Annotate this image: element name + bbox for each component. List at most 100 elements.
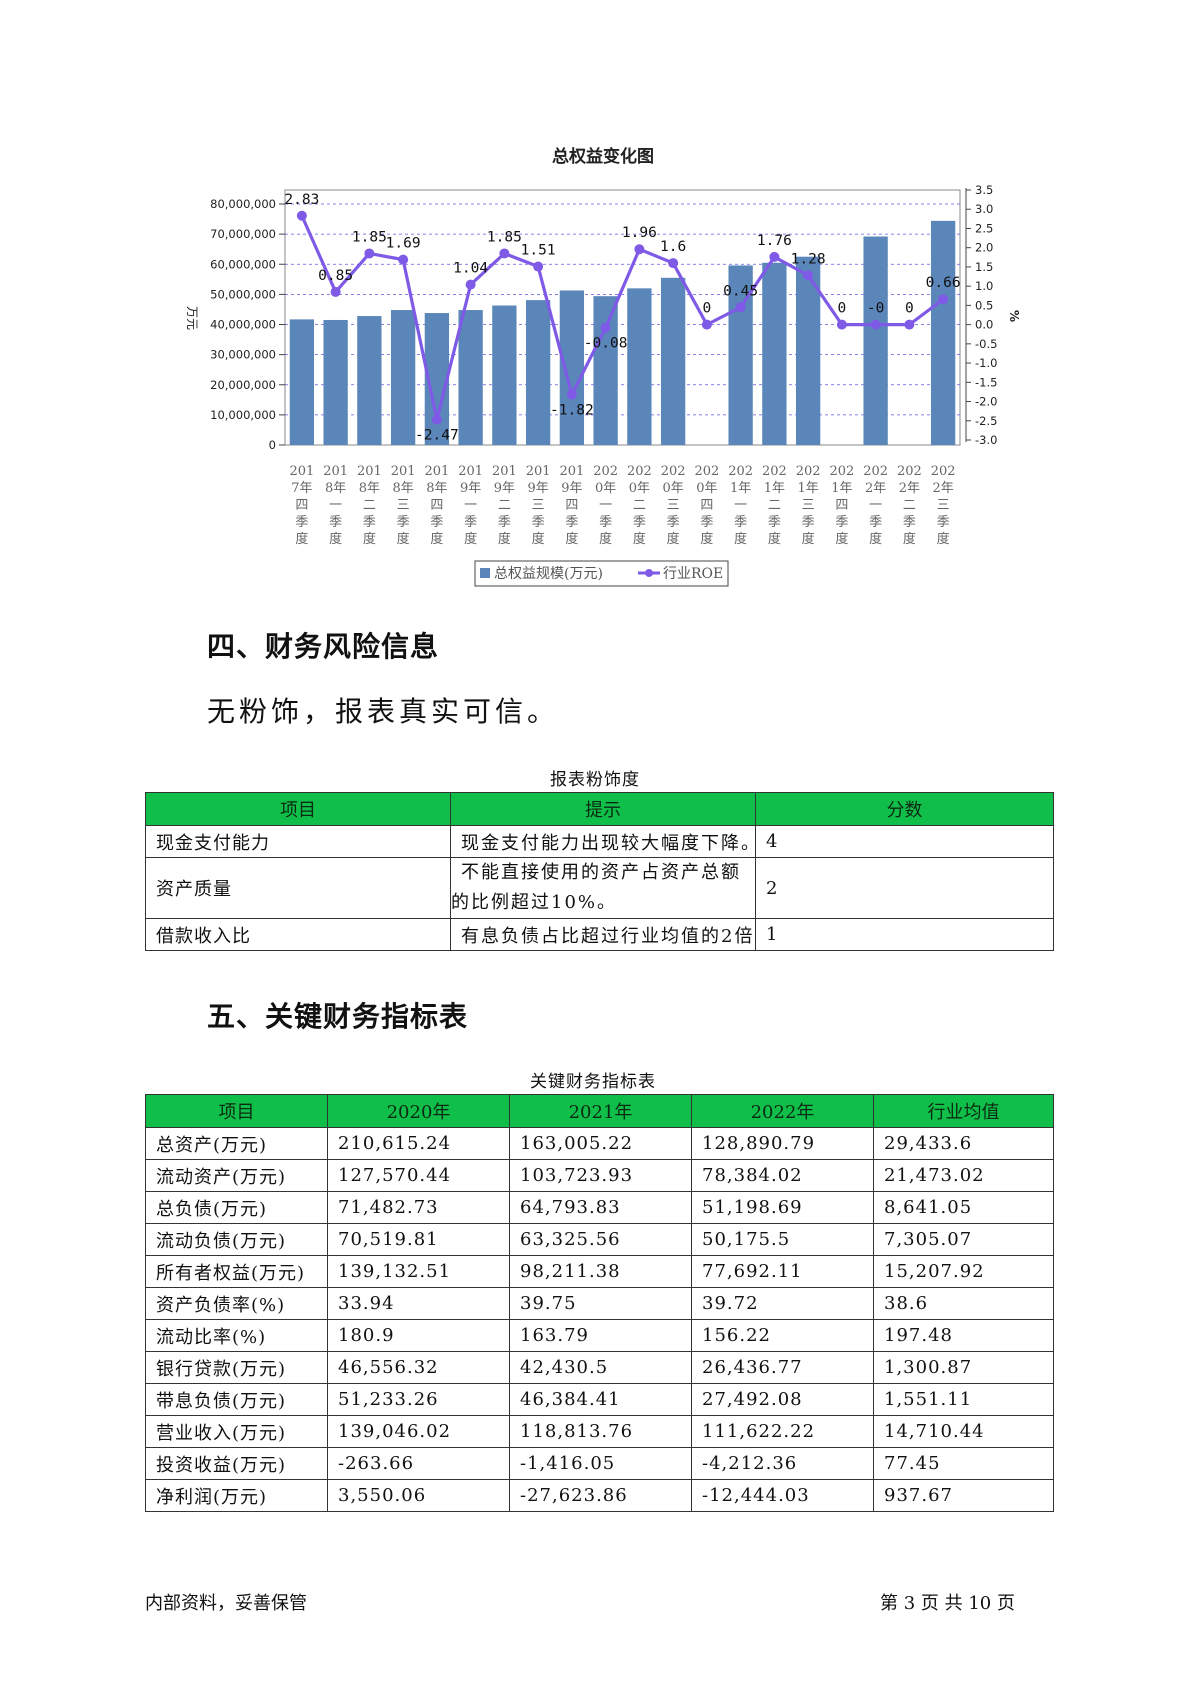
kpi-item-cell: 带息负债(万元) bbox=[145, 1383, 328, 1416]
kpi-table-row: 投资收益(万元) -263.66 -1,416.05 -4,212.36 77.45 bbox=[145, 1447, 1054, 1480]
roe-data-label: 2.83 bbox=[284, 192, 319, 208]
x-tick-label: 8年 bbox=[392, 481, 413, 496]
kpi-value-cell: 128,890.79 bbox=[691, 1127, 874, 1160]
kpi-table-row: 流动负债(万元) 70,519.81 63,325.56 50,175.5 7,305.… bbox=[145, 1223, 1054, 1256]
bar bbox=[795, 256, 821, 445]
x-tick-label: 0年 bbox=[595, 481, 616, 496]
x-tick-label: 9年 bbox=[494, 481, 515, 496]
kpi-table-header: 项目 2020年 2021年 2022年 行业均值 bbox=[145, 1094, 1054, 1128]
kpi-value-cell: 27,492.08 bbox=[691, 1383, 874, 1416]
kpi-table-row: 总负债(万元) 71,482.73 64,793.83 51,198.69 8,641.… bbox=[145, 1191, 1054, 1224]
kpi-value-cell: 71,482.73 bbox=[327, 1191, 510, 1224]
y-left-tick-label: 10,000,000 bbox=[210, 408, 276, 422]
risk-hint-line: 不能直接使用的资产占资产总额 bbox=[461, 862, 741, 883]
kpi-value-cell: 118,813.76 bbox=[509, 1415, 692, 1448]
kpi-value-cell: -263.66 bbox=[327, 1447, 510, 1480]
x-tick-label: 度 bbox=[498, 531, 511, 547]
y-right-tick-label: 1.5 bbox=[975, 260, 993, 274]
x-tick-label: 2年 bbox=[865, 481, 886, 496]
roe-data-label: 0 bbox=[838, 301, 847, 317]
roe-data-label: 0.66 bbox=[926, 275, 961, 291]
risk-score-cell: 2 bbox=[755, 857, 1054, 919]
kpi-value-cell: 39.75 bbox=[509, 1287, 692, 1320]
x-tick-label: 季 bbox=[937, 515, 950, 530]
kpi-value-cell: -12,444.03 bbox=[691, 1479, 874, 1512]
y-left-tick-label: 50,000,000 bbox=[210, 287, 276, 301]
risk-table-row: 现金支付能力 现金支付能力出现较大幅度下降。 4 bbox=[145, 825, 1054, 858]
bar bbox=[593, 296, 618, 445]
y-right-axis-title: % bbox=[1007, 310, 1021, 322]
x-tick-label: 202 bbox=[728, 464, 753, 479]
footer-page-number: 第 3 页 共 10 页 bbox=[880, 1593, 1015, 1614]
kpi-value-cell: 3,550.06 bbox=[327, 1479, 510, 1512]
kpi-table-row: 带息负债(万元) 51,233.26 46,384.41 27,492.08 1,551… bbox=[145, 1383, 1054, 1416]
risk-hint-cell: 现金支付能力出现较大幅度下降。 bbox=[450, 825, 756, 858]
risk-summary-text: 无粉饰，报表真实可信。 bbox=[207, 695, 560, 728]
roe-point bbox=[398, 254, 409, 265]
x-tick-label: 四 bbox=[700, 498, 713, 513]
roe-data-label: -2.47 bbox=[415, 428, 459, 444]
kpi-value-cell: 50,175.5 bbox=[691, 1223, 874, 1256]
x-tick-label: 季 bbox=[903, 515, 916, 530]
x-tick-label: 201 bbox=[526, 464, 551, 479]
kpi-value-cell: 51,233.26 bbox=[327, 1383, 510, 1416]
y-right-tick-label: 3.5 bbox=[975, 183, 993, 197]
x-tick-label: 四 bbox=[565, 498, 578, 513]
kpi-table: 项目 2020年 2021年 2022年 行业均值 总资产(万元) 210,615… bbox=[145, 1094, 1054, 1512]
kpi-value-cell: 46,556.32 bbox=[327, 1351, 510, 1384]
kpi-value-cell: 210,615.24 bbox=[327, 1127, 510, 1160]
x-tick-label: 201 bbox=[458, 464, 483, 479]
roe-point bbox=[870, 319, 881, 330]
y-right-tick-label: 1.0 bbox=[975, 279, 993, 293]
kpi-header-item: 项目 bbox=[145, 1094, 328, 1128]
kpi-value-cell: 8,641.05 bbox=[873, 1191, 1054, 1224]
x-tick-label: 一 bbox=[869, 498, 882, 513]
roe-point bbox=[803, 270, 814, 281]
x-tick-label: 季 bbox=[329, 515, 342, 530]
legend-box bbox=[474, 560, 729, 587]
x-tick-label: 9年 bbox=[561, 481, 582, 496]
x-tick-label: 季 bbox=[464, 515, 477, 530]
x-tick-label: 度 bbox=[869, 531, 882, 547]
kpi-value-cell: 14,710.44 bbox=[873, 1415, 1054, 1448]
x-tick-label: 0年 bbox=[662, 481, 683, 496]
kpi-item-cell: 银行贷款(万元) bbox=[145, 1351, 328, 1384]
bar bbox=[762, 262, 787, 445]
kpi-value-cell: 29,433.6 bbox=[873, 1127, 1054, 1160]
roe-point bbox=[364, 248, 375, 259]
kpi-header-2021: 2021年 bbox=[509, 1094, 692, 1128]
x-tick-label: 三 bbox=[532, 498, 545, 513]
x-tick-label: 202 bbox=[627, 464, 652, 479]
roe-point bbox=[938, 294, 949, 305]
y-left-axis-title: 万元 bbox=[185, 306, 199, 330]
x-tick-label: 度 bbox=[329, 531, 342, 547]
roe-point bbox=[735, 302, 746, 313]
kpi-table-row: 净利润(万元) 3,550.06 -27,623.86 -12,444.03 937.6… bbox=[145, 1479, 1054, 1512]
roe-line bbox=[300, 215, 945, 422]
roe-data-label: 1.96 bbox=[622, 225, 657, 241]
equity-chart: 总权益变化图 0 10,000,000 20,000,000 30,000,000 40,… bbox=[0, 0, 1191, 600]
y-right-tick-label: -0.5 bbox=[975, 337, 997, 351]
x-tick-label: 三 bbox=[667, 498, 680, 513]
kpi-value-cell: 46,384.41 bbox=[509, 1383, 692, 1416]
risk-hint-line: 的比例超过10%。 bbox=[451, 892, 618, 913]
kpi-table-row: 流动比率(%) 180.9 163.79 156.22 197.48 bbox=[145, 1319, 1054, 1352]
kpi-header-2020: 2020年 bbox=[327, 1094, 510, 1128]
y-right-tick-label: 2.0 bbox=[975, 241, 993, 255]
x-tick-label: 季 bbox=[700, 515, 713, 530]
x-tick-label: 202 bbox=[931, 464, 956, 479]
kpi-value-cell: 139,046.02 bbox=[327, 1415, 510, 1448]
x-tick-label: 201 bbox=[323, 464, 348, 479]
kpi-value-cell: -4,212.36 bbox=[691, 1447, 874, 1480]
y-right-tick-label: 3.0 bbox=[975, 202, 993, 216]
kpi-value-cell: 1,300.87 bbox=[873, 1351, 1054, 1384]
roe-data-label: 1.28 bbox=[791, 251, 826, 267]
roe-data-label: 0.45 bbox=[723, 283, 758, 299]
x-tick-label: 8年 bbox=[325, 481, 346, 496]
roe-point bbox=[296, 210, 307, 221]
x-tick-label: 四 bbox=[835, 498, 848, 513]
x-tick-label: 四 bbox=[430, 498, 443, 513]
x-tick-label: 二 bbox=[903, 498, 916, 513]
x-tick-label: 202 bbox=[762, 464, 787, 479]
x-tick-label: 度 bbox=[768, 531, 781, 547]
